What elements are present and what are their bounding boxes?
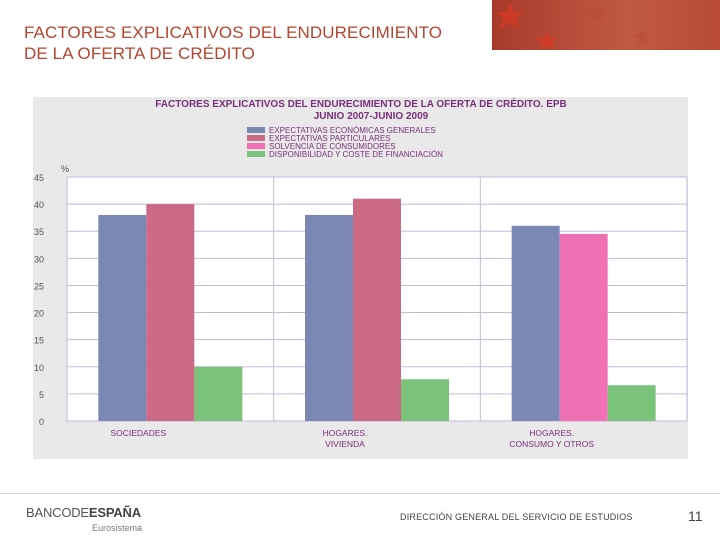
legend-swatch <box>247 143 265 149</box>
legend-label: EXPECTATIVAS ECONÓMICAS GENERALES <box>269 126 436 135</box>
chart-panel: 0 5 10 15 20 25 30 35 40 45% SOCIEDADES HOGARES. VIV… <box>33 97 688 459</box>
x-tick-label: HOGARES. <box>529 428 574 438</box>
bar <box>607 385 656 421</box>
y-tick-label: 35 <box>34 227 44 237</box>
x-tick-label: VIVIENDA <box>325 439 365 449</box>
legend-swatch <box>247 127 265 133</box>
y-tick-label: 10 <box>34 363 44 373</box>
bar <box>146 204 195 421</box>
bar <box>559 233 608 421</box>
y-tick-label: 25 <box>34 281 44 291</box>
y-tick-label: 0 <box>39 417 44 427</box>
bar <box>194 366 243 421</box>
slide-title-line2: DE LA OFERTA DE CRÉDITO <box>24 44 255 63</box>
footer-department: DIRECCIÓN GENERAL DEL SERVICIO DE ESTUDI… <box>400 512 633 522</box>
legend-swatch <box>247 151 265 157</box>
y-tick-label: 40 <box>34 200 44 210</box>
brand-name-part2: ESPAÑA <box>88 505 141 520</box>
y-tick-label: 15 <box>34 336 44 346</box>
star-decoration-icon <box>495 2 652 50</box>
x-tick-label: SOCIEDADES <box>110 428 166 438</box>
x-tick-label: CONSUMO Y OTROS <box>509 439 594 449</box>
chart-title-line1: FACTORES EXPLICATIVOS DEL ENDURECIMIENTO… <box>155 97 567 110</box>
slide-title: FACTORES EXPLICATIVOS DEL ENDURECIMIENTO… <box>24 22 484 64</box>
legend-label: EXPECTATIVAS PARTICULARES <box>269 134 391 143</box>
chart-title-line2: JUNIO 2007-JUNIO 2009 <box>314 111 429 122</box>
y-axis-unit-label: % <box>61 164 69 174</box>
y-tick-label: 5 <box>39 390 44 400</box>
y-tick-label: 30 <box>34 254 44 264</box>
header-banner <box>492 0 720 50</box>
bar <box>353 198 401 421</box>
bar <box>401 379 449 421</box>
bar <box>511 225 560 421</box>
bar <box>98 214 147 421</box>
slide-title-line1: FACTORES EXPLICATIVOS DEL ENDURECIMIENTO <box>24 23 443 42</box>
brand-logo: BANCODEESPAÑA <box>26 505 141 520</box>
legend-label: SOLVENCIA DE CONSUMIDORES <box>269 142 396 151</box>
brand-name-part1: BANCODE <box>26 505 89 520</box>
y-tick-label: 20 <box>34 309 44 319</box>
brand-subtitle: Eurosistema <box>92 523 143 533</box>
legend-label: DISPONIBILIDAD Y COSTE DE FINANCIACIÓN <box>269 150 443 159</box>
bar <box>305 214 353 421</box>
page-number: 11 <box>688 508 703 524</box>
x-tick-label: HOGARES. <box>323 428 368 438</box>
legend-swatch <box>247 135 265 141</box>
footer-divider <box>0 493 720 494</box>
y-tick-label: 45 <box>34 173 44 183</box>
